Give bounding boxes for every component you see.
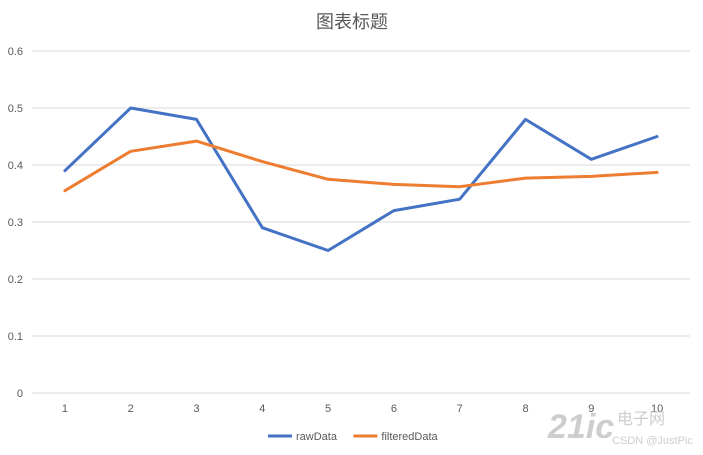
watermark: 21ic 电子网 CSDN @JustPic [547,408,693,447]
gridlines [32,50,690,394]
series-lines [63,106,659,252]
x-tick-label: 4 [259,403,265,415]
x-tick-label: 10 [651,403,663,415]
y-axis-tick-labels: 0 0.1 0.2 0.3 0.4 0.5 0.6 [8,46,23,400]
x-tick-label: 2 [128,403,134,415]
watermark-site: 电子网 [617,410,665,428]
legend-label: rawData [296,431,338,443]
x-tick-label: 3 [193,403,199,415]
legend: rawData filteredData [268,431,439,443]
x-tick-label: 6 [391,403,397,415]
y-tick-label: 0.5 [8,103,23,115]
y-tick-label: 0.4 [8,160,23,172]
series-line-filteredData [63,139,659,193]
y-tick-label: 0 [17,388,23,400]
y-tick-label: 0.1 [8,331,23,343]
watermark-credit: CSDN @JustPic [612,435,693,447]
legend-label: filteredData [381,431,438,443]
chart-title: 图表标题 [316,12,388,33]
y-tick-label: 0.3 [8,217,23,229]
series-line-rawData [63,106,659,252]
x-tick-label: 7 [457,403,463,415]
watermark-logo: 21ic [547,408,614,446]
x-tick-label: 8 [522,403,528,415]
x-tick-label: 9 [588,403,594,415]
x-tick-label: 1 [62,403,68,415]
x-tick-label: 5 [325,403,331,415]
y-tick-label: 0.2 [8,274,23,286]
x-axis-tick-labels: 1 2 3 4 5 6 7 8 9 10 [62,403,663,415]
y-tick-label: 0.6 [8,46,23,58]
